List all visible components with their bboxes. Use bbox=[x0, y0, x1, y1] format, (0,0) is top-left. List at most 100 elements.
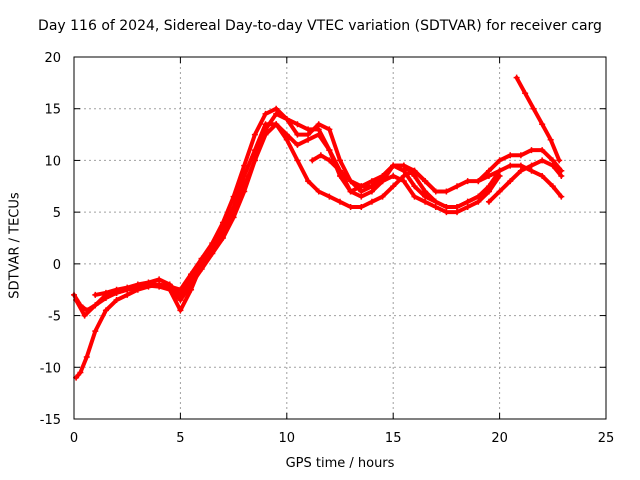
data-point bbox=[368, 178, 375, 185]
data-point bbox=[326, 147, 333, 154]
data-point bbox=[145, 279, 152, 286]
data-point bbox=[102, 289, 109, 296]
data-point bbox=[358, 203, 365, 210]
data-point bbox=[507, 178, 514, 185]
y-tick-label: 15 bbox=[44, 103, 61, 118]
y-tick-label: -10 bbox=[40, 361, 61, 376]
x-tick-label: 20 bbox=[491, 431, 508, 446]
data-point bbox=[411, 183, 418, 190]
series-points-sat-7 bbox=[513, 74, 563, 164]
data-point bbox=[326, 193, 333, 200]
series-line-sat-7 bbox=[514, 75, 562, 163]
data-point bbox=[422, 188, 429, 195]
data-point bbox=[496, 157, 503, 164]
data-point bbox=[262, 110, 269, 117]
data-point bbox=[556, 157, 563, 164]
series-points-sat-5 bbox=[309, 152, 565, 200]
data-point bbox=[209, 240, 216, 247]
data-point bbox=[411, 172, 418, 179]
data-point bbox=[454, 183, 461, 190]
data-point bbox=[219, 219, 226, 226]
data-point bbox=[230, 214, 237, 221]
data-point bbox=[326, 126, 333, 133]
data-point bbox=[390, 172, 397, 179]
data-point bbox=[305, 178, 312, 185]
data-point bbox=[443, 188, 450, 195]
data-point bbox=[188, 276, 195, 283]
data-point bbox=[485, 172, 492, 179]
data-point bbox=[166, 286, 173, 293]
data-point bbox=[337, 167, 343, 174]
data-point bbox=[337, 157, 343, 164]
data-point bbox=[305, 136, 312, 143]
data-point bbox=[379, 193, 386, 200]
data-point bbox=[390, 162, 397, 169]
data-point bbox=[83, 353, 90, 360]
data-point bbox=[485, 198, 492, 205]
data-point bbox=[528, 162, 535, 169]
chart-title: Day 116 of 2024, Sidereal Day-to-day VTE… bbox=[38, 18, 602, 34]
data-point bbox=[251, 147, 258, 154]
data-point bbox=[177, 307, 184, 314]
x-tick-label: 5 bbox=[176, 431, 184, 446]
data-point bbox=[432, 198, 439, 205]
data-point bbox=[400, 172, 407, 179]
data-point bbox=[294, 131, 301, 138]
series-points-sat-8 bbox=[485, 157, 565, 205]
data-point bbox=[198, 255, 205, 262]
data-point bbox=[177, 297, 184, 304]
x-axis-label: GPS time / hours bbox=[285, 456, 395, 471]
data-point bbox=[241, 188, 248, 195]
x-tick-label: 10 bbox=[279, 431, 296, 446]
data-point bbox=[549, 162, 556, 169]
data-point bbox=[368, 188, 375, 195]
data-point bbox=[513, 74, 520, 81]
data-point bbox=[309, 157, 316, 164]
series-points-sat-1 bbox=[73, 110, 503, 381]
y-tick-label: 0 bbox=[53, 258, 61, 273]
x-tick-label: 25 bbox=[598, 431, 615, 446]
data-point bbox=[517, 162, 524, 169]
data-point bbox=[347, 178, 354, 185]
data-point bbox=[347, 203, 354, 210]
data-point bbox=[113, 297, 120, 304]
data-point bbox=[177, 291, 184, 298]
data-point bbox=[485, 167, 492, 174]
data-point bbox=[485, 183, 492, 190]
data-point bbox=[422, 198, 429, 205]
y-tick-label: -15 bbox=[40, 413, 61, 428]
ticks: 0 5 10 15 20 25 -15 -10 -5 0 5 10 15 20 bbox=[40, 51, 615, 446]
data-point bbox=[411, 167, 418, 174]
data-point bbox=[92, 302, 99, 309]
data-point bbox=[400, 162, 407, 169]
data-point bbox=[485, 188, 492, 195]
data-point bbox=[273, 121, 280, 128]
data-point bbox=[262, 121, 269, 128]
data-point bbox=[368, 198, 375, 205]
data-point bbox=[507, 162, 514, 169]
data-point bbox=[81, 312, 88, 319]
data-point bbox=[443, 203, 450, 210]
data-point bbox=[454, 203, 461, 210]
data-point bbox=[549, 157, 556, 164]
x-tick-label: 15 bbox=[385, 431, 402, 446]
data-point bbox=[305, 126, 312, 133]
data-point bbox=[230, 203, 237, 210]
data-point bbox=[294, 141, 301, 148]
data-point bbox=[92, 328, 99, 335]
y-tick-label: 5 bbox=[53, 206, 61, 221]
data-point bbox=[124, 284, 131, 291]
data-point bbox=[475, 178, 482, 185]
data-point bbox=[283, 136, 290, 143]
data-point bbox=[549, 183, 556, 190]
data-point bbox=[496, 167, 503, 174]
data-point bbox=[454, 209, 461, 216]
y-tick-label: -5 bbox=[48, 310, 61, 325]
data-point bbox=[102, 307, 109, 314]
data-point bbox=[317, 152, 324, 159]
data-point bbox=[251, 131, 258, 138]
data-point bbox=[113, 286, 120, 293]
plot-frame bbox=[73, 56, 607, 420]
data-point bbox=[166, 281, 173, 288]
